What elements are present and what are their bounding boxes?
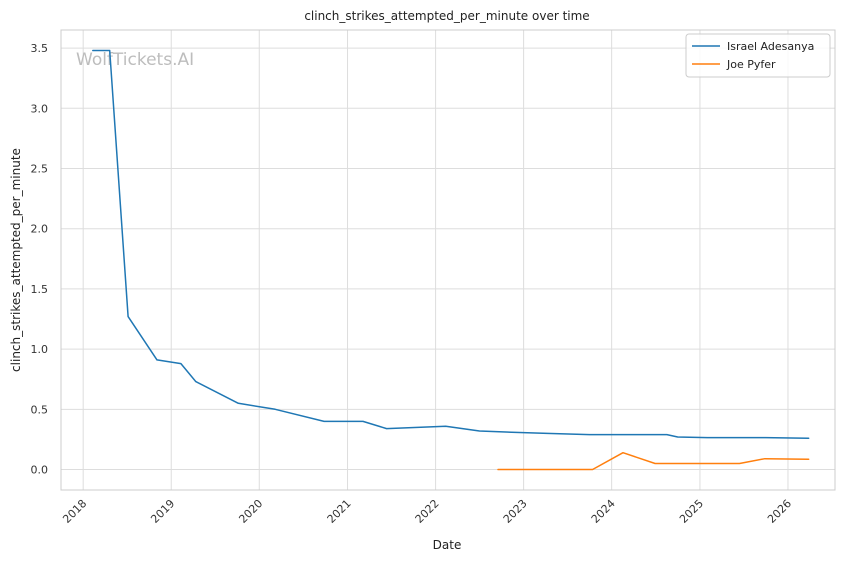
legend-label-israel-adesanya: Israel Adesanya bbox=[727, 40, 814, 53]
y-tick-label: 0.5 bbox=[31, 403, 49, 416]
x-gridlines bbox=[82, 30, 789, 490]
y-tick-labels: 0.0 0.5 1.0 1.5 2.0 2.5 3.0 3.5 bbox=[31, 42, 49, 476]
y-axis-label: clinch_strikes_attempted_per_minute bbox=[9, 148, 23, 372]
y-tick-label: 2.0 bbox=[31, 223, 49, 236]
y-tick-label: 3.5 bbox=[31, 42, 49, 55]
legend-label-joe-pyfer: Joe Pyfer bbox=[726, 58, 776, 71]
series-lines bbox=[92, 49, 810, 471]
x-axis-label: Date bbox=[433, 538, 462, 552]
y-gridlines bbox=[61, 47, 835, 471]
plot-area-frame bbox=[60, 29, 836, 491]
series-line-israel-adesanya bbox=[92, 49, 810, 439]
series-line-joe-pyfer bbox=[497, 451, 810, 471]
y-tick-label: 1.0 bbox=[31, 343, 49, 356]
legend: Israel Adesanya Joe Pyfer bbox=[685, 33, 831, 78]
chart-title: clinch_strikes_attempted_per_minute over… bbox=[304, 9, 589, 23]
y-tick-label: 2.5 bbox=[31, 162, 49, 175]
y-tick-label: 3.0 bbox=[31, 102, 49, 115]
watermark-text: WolfTickets.AI bbox=[76, 50, 194, 70]
y-tick-label: 0.0 bbox=[31, 464, 49, 477]
legend-box bbox=[685, 33, 831, 78]
y-tick-label: 1.5 bbox=[31, 283, 49, 296]
